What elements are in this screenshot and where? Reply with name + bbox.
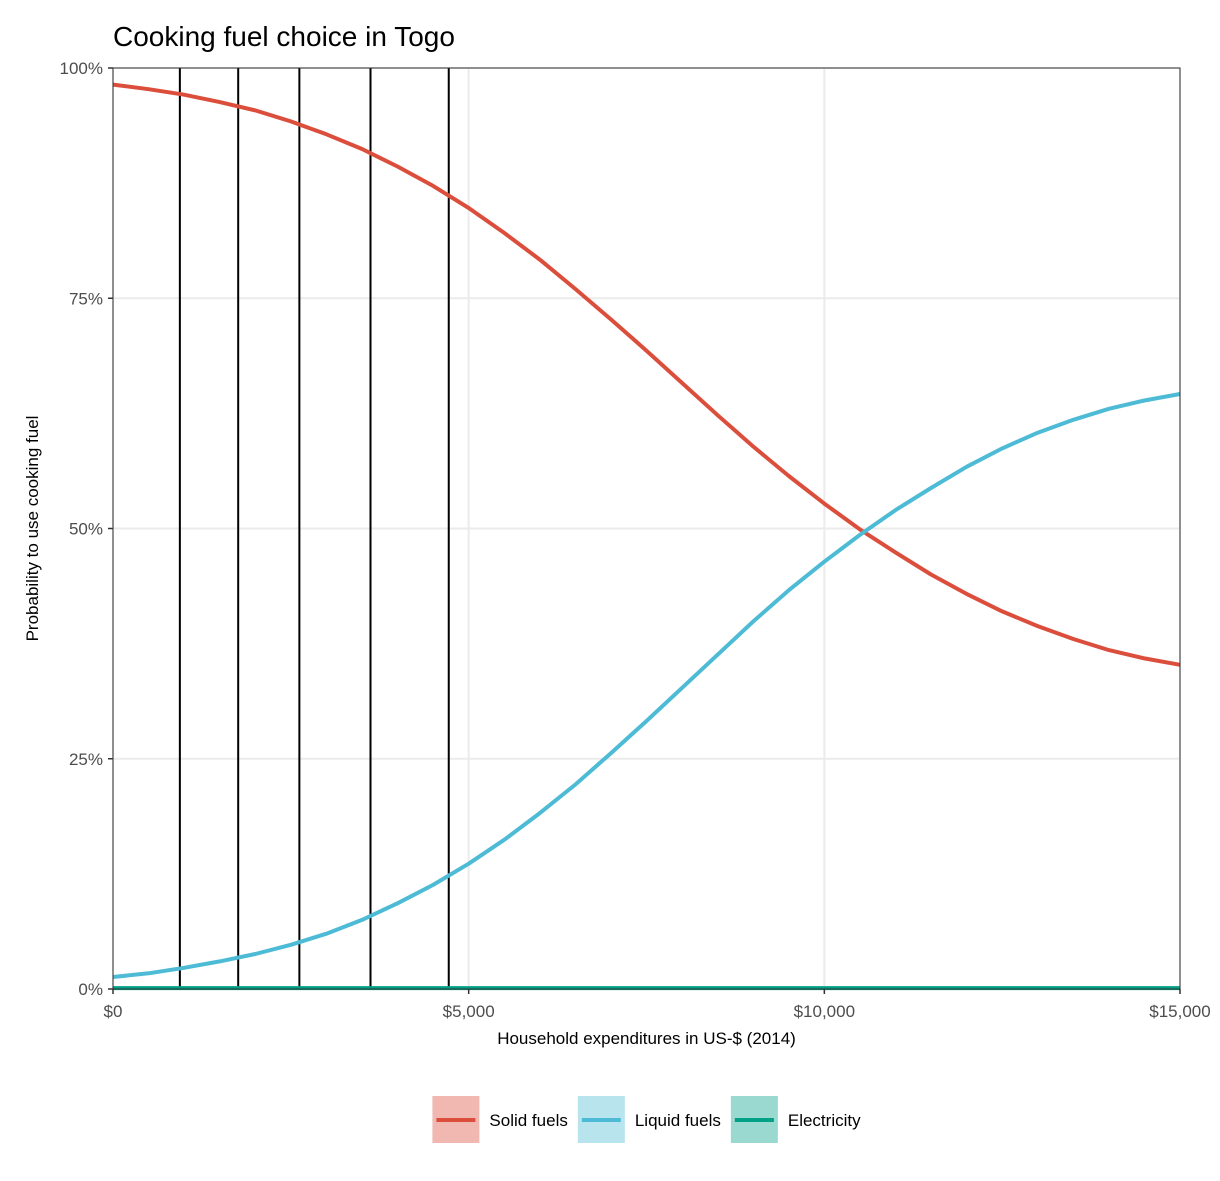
x-tick-label: $15,000: [1149, 1002, 1210, 1021]
chart-title: Cooking fuel choice in Togo: [113, 21, 455, 52]
legend-item-solid-fuels: Solid fuels: [432, 1096, 568, 1143]
grid: [112, 67, 1181, 990]
x-tick-label: $0: [104, 1002, 123, 1021]
x-axis-ticks: $0 $5,000 $10,000 $15,000: [104, 989, 1211, 1021]
legend-label: Solid fuels: [489, 1111, 567, 1130]
legend-item-liquid-fuels: Liquid fuels: [577, 1096, 721, 1143]
x-tick-label: $10,000: [794, 1002, 855, 1021]
x-axis-title: Household expenditures in US-$ (2014): [497, 1029, 796, 1048]
series-lines: [112, 82, 1181, 991]
series-line-liquid-fuels: [112, 392, 1181, 979]
legend-label: Electricity: [788, 1111, 861, 1130]
y-axis-title: Probability to use cooking fuel: [23, 416, 42, 642]
x-tick-label: $5,000: [443, 1002, 495, 1021]
y-tick-label: 0%: [78, 980, 103, 999]
series-line-solid-fuels: [112, 82, 1181, 667]
y-tick-label: 50%: [69, 520, 103, 539]
y-tick-label: 100%: [60, 59, 103, 78]
reference-lines: [178, 68, 450, 989]
legend: Solid fuels Liquid fuels Electricity: [432, 1096, 861, 1143]
y-tick-label: 25%: [69, 750, 103, 769]
y-axis-ticks: 0% 25% 50% 75% 100%: [60, 59, 113, 999]
y-tick-label: 75%: [69, 289, 103, 308]
legend-item-electricity: Electricity: [730, 1096, 861, 1143]
legend-label: Liquid fuels: [635, 1111, 721, 1130]
